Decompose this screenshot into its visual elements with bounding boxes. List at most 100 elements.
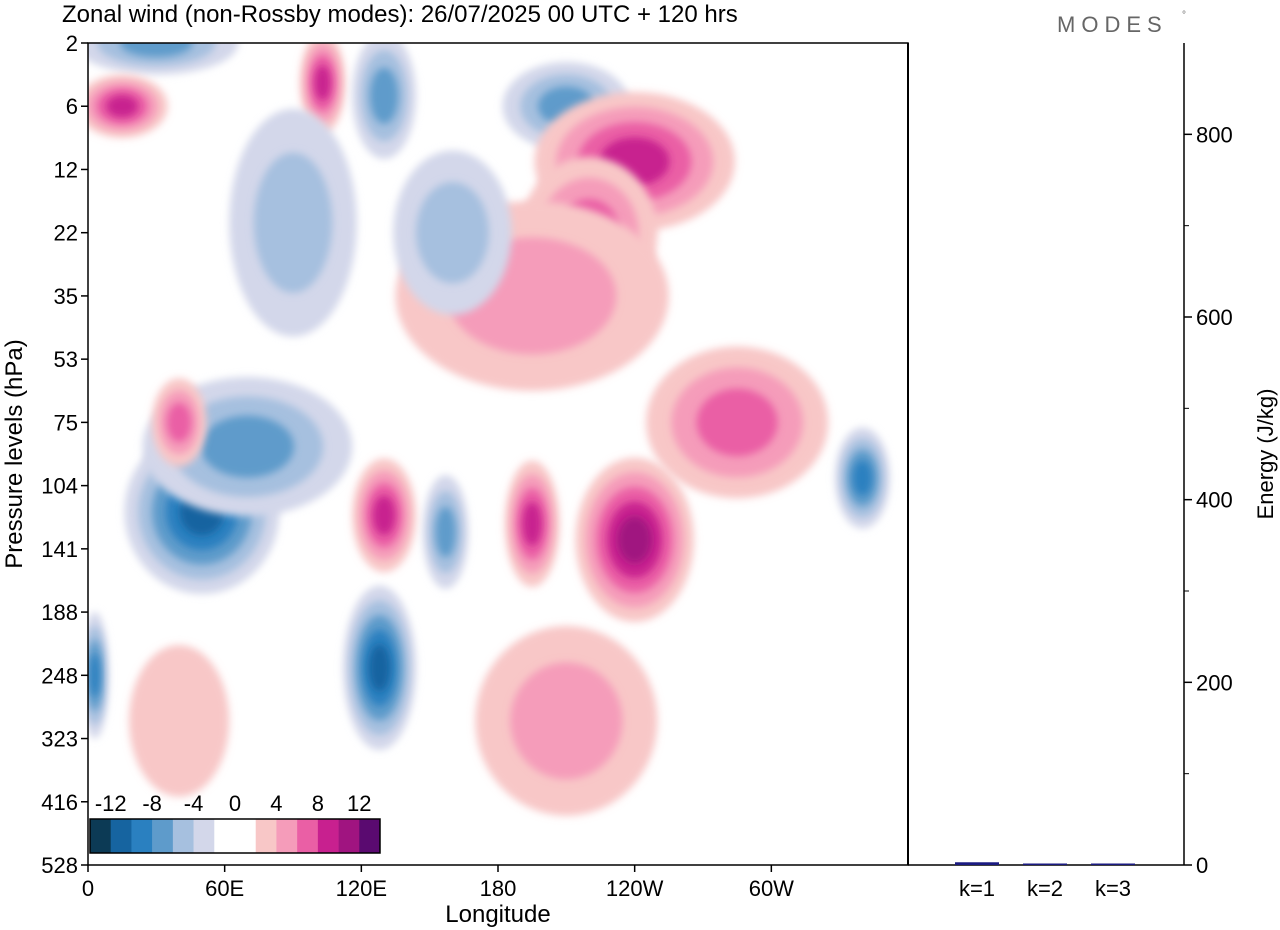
y-tick-label: 323	[41, 727, 78, 752]
x-tick-label: 120W	[606, 876, 664, 901]
energy-axis-label: Energy (J/kg)	[1253, 389, 1278, 520]
colorbar-swatch	[90, 819, 112, 853]
energy-bar	[955, 862, 999, 865]
colorbar-swatch	[193, 819, 215, 853]
y-tick-label: 22	[54, 221, 78, 246]
wind-anomaly	[129, 644, 230, 797]
colorbar-swatch	[276, 819, 298, 853]
energy-tick-label: 200	[1196, 670, 1233, 695]
energy-bar	[1091, 863, 1135, 865]
contour-level	[696, 388, 778, 457]
chart-title: Zonal wind (non-Rossby modes): 26/07/202…	[62, 1, 738, 28]
wind-anomaly	[422, 475, 469, 589]
x-axis: 0 60E 120E 180 120W 60W	[82, 865, 794, 901]
contour-level	[106, 95, 139, 118]
energy-tick-label: 600	[1196, 305, 1233, 330]
y-tick-label: 416	[41, 790, 78, 815]
y-tick-label: 6	[66, 94, 78, 119]
colorbar-swatch	[255, 819, 277, 853]
x-tick-label: 180	[480, 876, 517, 901]
colorbar-swatch	[338, 819, 360, 853]
x-axis-label: Longitude	[445, 901, 550, 928]
brand-mark: °	[1182, 10, 1186, 21]
wind-anomaly	[646, 346, 829, 499]
energy-tick-label: 800	[1196, 122, 1233, 147]
energy-bar	[1023, 863, 1067, 865]
wind-anomaly	[151, 378, 207, 467]
colorbar-swatch	[359, 819, 381, 853]
energy-category-label: k=2	[1027, 876, 1063, 901]
colorbar-label: -8	[142, 791, 162, 816]
contour-level	[510, 662, 623, 780]
x-tick-label: 0	[82, 876, 94, 901]
wind-anomaly	[393, 150, 512, 315]
contour-level	[166, 402, 192, 443]
y-axis: 2 6 12 22 35 53 75 104 141 188 248 323 416 528	[41, 31, 88, 878]
y-tick-label: 2	[66, 31, 78, 56]
colorbar-label: 12	[347, 791, 371, 816]
colorbar-swatch	[317, 819, 339, 853]
contour-level	[852, 460, 872, 496]
x-tick-label: 60W	[749, 876, 794, 901]
energy-category-label: k=1	[959, 876, 995, 901]
energy-tick-label: 0	[1196, 853, 1208, 878]
contour-level	[522, 501, 542, 546]
colorbar-label: -12	[95, 791, 127, 816]
y-tick-label: 141	[41, 537, 78, 562]
contour-level	[253, 152, 333, 293]
energy-panel: 0 200 400 600 800 k=1 k=2 k=3	[955, 122, 1233, 901]
wind-field	[88, 43, 890, 816]
wind-anomaly	[88, 43, 239, 75]
x-tick-label: 60E	[205, 876, 244, 901]
contour-level	[119, 43, 193, 58]
wind-anomaly	[352, 458, 416, 573]
wind-anomaly	[352, 43, 416, 159]
colorbar-frame	[89, 818, 381, 854]
colorbar-swatch	[214, 819, 236, 853]
wind-anomaly	[575, 457, 694, 623]
y-tick-label: 53	[54, 347, 78, 372]
y-tick-label: 104	[41, 474, 78, 499]
y-axis-label: Pressure levels (hPa)	[1, 339, 28, 568]
colorbar-label: 0	[229, 791, 241, 816]
energy-category-label: k=3	[1095, 876, 1131, 901]
contour-level	[435, 506, 456, 558]
wind-anomaly	[504, 460, 560, 588]
colorbar-label: 8	[312, 791, 324, 816]
contour-level	[90, 653, 100, 698]
wind-anomaly	[343, 585, 416, 751]
contour-level	[416, 182, 489, 284]
contour-level	[617, 516, 652, 564]
energy-panel-background	[908, 43, 1184, 865]
wind-anomaly	[88, 612, 109, 739]
contour-level	[129, 644, 230, 797]
y-tick-label: 75	[54, 410, 78, 435]
wind-anomaly	[835, 427, 890, 529]
colorbar-swatch	[110, 819, 132, 853]
energy-tick-label: 400	[1196, 488, 1233, 513]
brand-logo: MODES	[1057, 12, 1168, 37]
colorbar-swatch	[235, 819, 257, 853]
y-tick-label: 528	[41, 853, 78, 878]
colorbar-swatch	[152, 819, 174, 853]
wind-anomaly	[299, 43, 346, 134]
wind-anomaly	[88, 74, 168, 138]
x-tick-label: 120E	[336, 876, 387, 901]
colorbar-label: 4	[270, 791, 282, 816]
colorbar-label: -4	[184, 791, 204, 816]
y-tick-label: 188	[41, 600, 78, 625]
contour-level	[200, 415, 295, 478]
y-tick-label: 12	[54, 157, 78, 182]
wind-anomaly	[475, 626, 658, 816]
colorbar-swatch	[297, 819, 319, 853]
colorbar-swatch	[131, 819, 153, 853]
wind-anomaly	[229, 108, 357, 337]
y-tick-label: 35	[54, 284, 78, 309]
contour-level	[369, 644, 390, 692]
contour-level	[314, 65, 331, 101]
contour-level	[373, 495, 396, 536]
colorbar-swatch	[172, 819, 194, 853]
contour-level	[369, 67, 399, 124]
